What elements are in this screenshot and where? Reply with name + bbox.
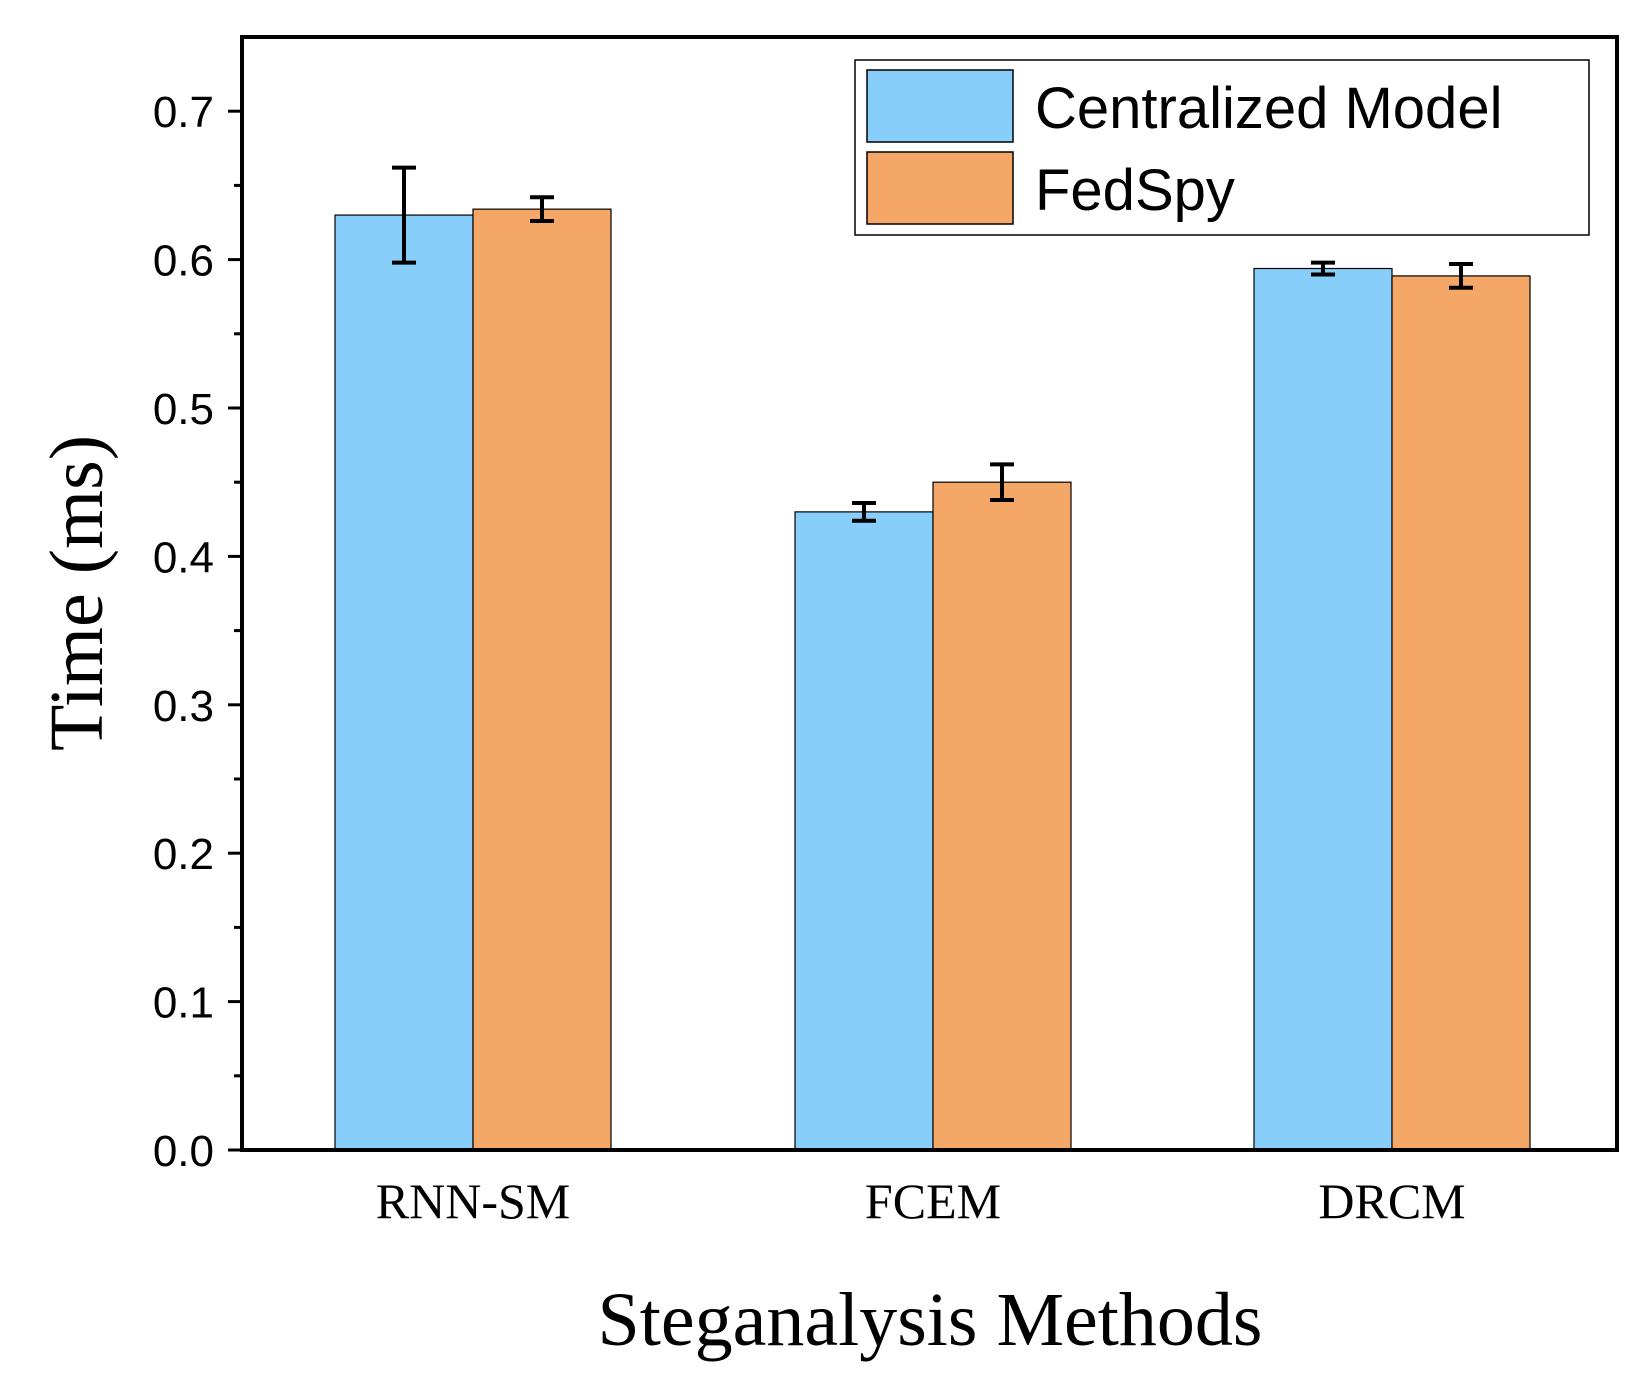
- bar-centralized-model-rnn-sm: [334, 214, 474, 1151]
- error-bar-fedspy-rnn-sm: [530, 195, 554, 224]
- error-bar-fedspy-drcm: [1449, 262, 1473, 290]
- legend-label-centralized-model: Centralized Model: [1035, 76, 1502, 141]
- bar-fedspy-rnn-sm: [472, 208, 612, 1151]
- bar-fedspy-fcem: [932, 481, 1072, 1151]
- y-tick-label: 0.0: [153, 1127, 214, 1176]
- legend-swatch-centralized-model: [866, 69, 1014, 143]
- bar-centralized-model-drcm: [1253, 267, 1393, 1151]
- legend-label-fedspy: FedSpy: [1035, 158, 1235, 223]
- x-axis: RNN-SM FCEM DRCM: [376, 1173, 1466, 1229]
- legend: Centralized Model FedSpy: [854, 59, 1590, 236]
- y-tick-label: 0.3: [153, 682, 214, 731]
- x-tick-label-fcem: FCEM: [865, 1173, 1001, 1229]
- y-tick-label: 0.2: [153, 830, 214, 879]
- error-bar-centralized-model-drcm: [1311, 260, 1335, 277]
- x-tick-label-rnn-sm: RNN-SM: [376, 1173, 570, 1229]
- y-tick-label: 0.7: [153, 88, 214, 137]
- y-tick-label: 0.4: [153, 533, 214, 582]
- x-tick-label-drcm: DRCM: [1318, 1173, 1465, 1229]
- bar-centralized-model-fcem: [794, 511, 934, 1151]
- y-axis-title: Time (ms): [35, 435, 119, 751]
- error-bars-layer: [392, 165, 1473, 523]
- y-tick-label: 0.5: [153, 385, 214, 434]
- y-tick-label: 0.1: [153, 979, 214, 1028]
- error-bar-centralized-model-rnn-sm: [392, 165, 416, 265]
- x-axis-title: Steganalysis Methods: [598, 1278, 1263, 1362]
- y-axis: 0.0 0.1 0.2 0.3 0.4 0.5 0.6 0.7: [153, 88, 242, 1176]
- error-bar-centralized-model-fcem: [852, 500, 876, 523]
- error-bar-fedspy-fcem: [990, 462, 1014, 503]
- bar-fedspy-drcm: [1391, 275, 1531, 1151]
- y-tick-label: 0.6: [153, 237, 214, 286]
- plot-area-frame: [240, 35, 1619, 1152]
- legend-swatch-fedspy: [866, 151, 1014, 225]
- bars-layer: [334, 208, 1531, 1151]
